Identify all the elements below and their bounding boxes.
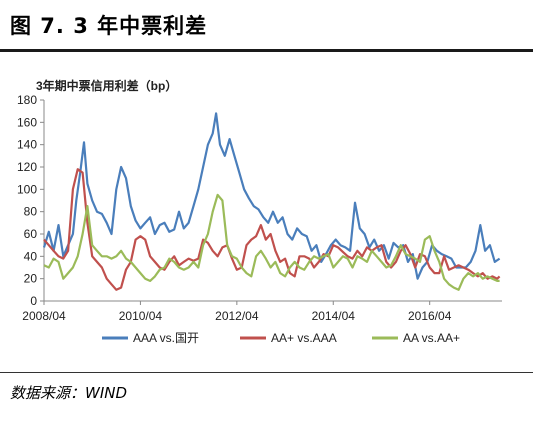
data-source: 数据来源：WIND [10,384,128,402]
chart-series [42,112,501,291]
x-tick-label: 2008/04 [22,309,66,323]
y-tick-label: 60 [24,227,38,241]
legend-label-0: AAA vs.国开 [133,331,199,345]
x-tick-label: 2014/04 [312,309,356,323]
series-line-1 [43,168,501,291]
y-tick-label: 100 [17,182,37,196]
y-tick-label: 0 [30,294,37,308]
top-divider [0,49,533,52]
y-tick-label: 180 [17,93,37,107]
line-chart: 3年期中票信用利差（bp） 0 20 40 60 80 100 120 140 160 180 20… [17,78,502,345]
y-tick-label: 140 [17,138,37,152]
y-tick-label: 20 [24,272,38,286]
y-tick-label: 160 [17,115,37,129]
series-line-0 [42,112,501,280]
series-line-2 [43,193,500,291]
x-tick-label: 2016/04 [408,309,452,323]
bottom-divider [0,372,533,373]
figure-title: 图 7. 3 年中票利差 [10,14,208,38]
x-tick-label: 2012/04 [215,309,259,323]
x-tick-label: 2010/04 [119,309,163,323]
chart-axes: 0 20 40 60 80 100 120 140 160 180 2008/04 2010/04 20… [17,93,502,323]
legend-label-2: AA vs.AA+ [403,331,460,345]
legend-label-1: AA+ vs.AAA [271,331,337,345]
chart-title: 3年期中票信用利差（bp） [36,78,177,93]
chart-container: 3年期中票信用利差（bp） 0 20 40 60 80 100 120 140 160 180 20… [0,60,533,370]
y-tick-label: 80 [24,205,38,219]
chart-legend: AAA vs.国开 AA+ vs.AAA AA vs.AA+ [102,331,460,345]
y-tick-label: 120 [17,160,37,174]
y-tick-label: 40 [24,249,38,263]
